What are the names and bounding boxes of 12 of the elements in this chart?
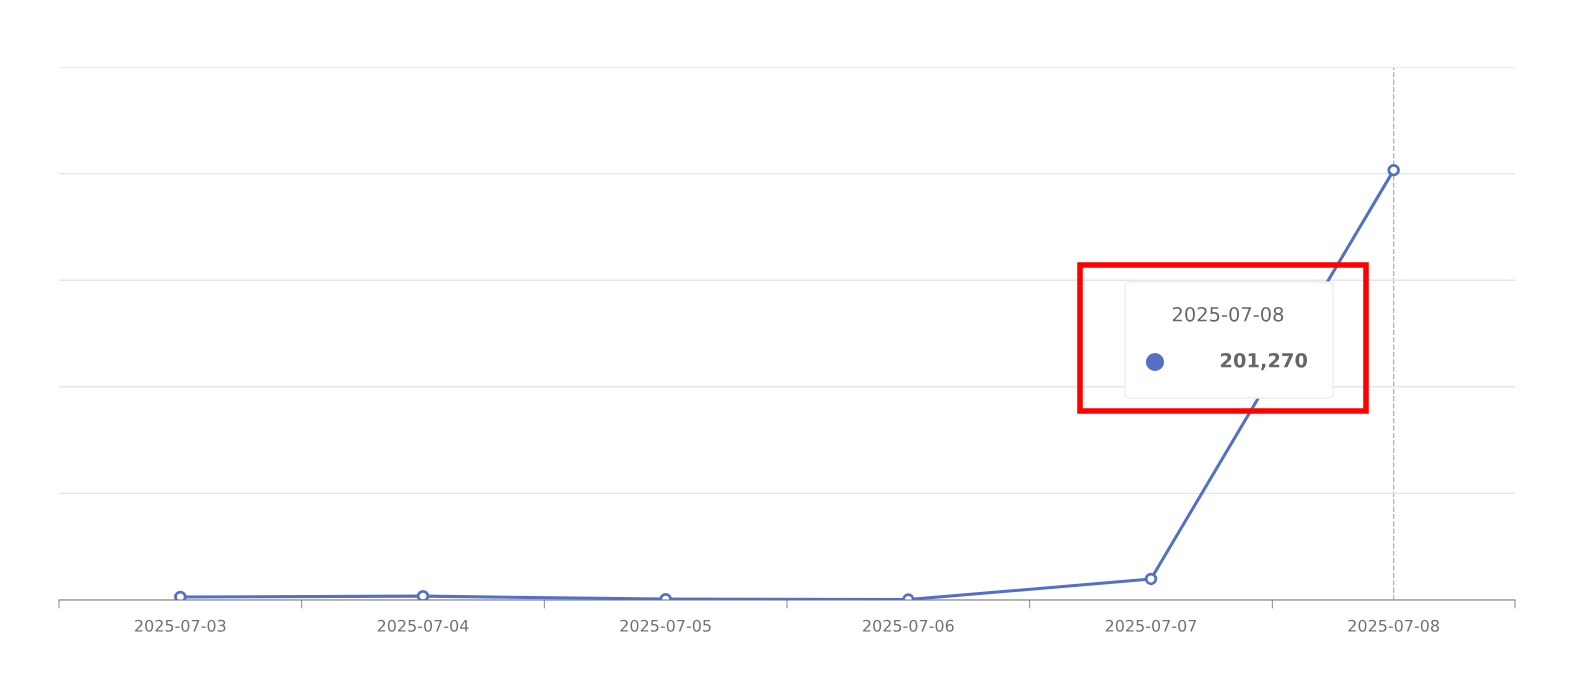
annotation: 2025-07-08 [1172, 306, 1284, 322]
point [1387, 163, 1400, 177]
point [1144, 572, 1158, 586]
x-tick-label: 2025-07-04 [377, 619, 469, 632]
x-tick-label: 2025-07-05 [620, 619, 711, 632]
x-tick-label: 2025-07-08 [1348, 619, 1439, 632]
x-tick-label: 2025-07-06 [863, 619, 954, 632]
point [174, 590, 187, 600]
x-tick-label: 2025-07-07 [1105, 619, 1197, 632]
point [416, 589, 430, 600]
x-tick-label: 2025-07-03 [135, 619, 226, 632]
annotation: 201,270 [1220, 352, 1308, 371]
